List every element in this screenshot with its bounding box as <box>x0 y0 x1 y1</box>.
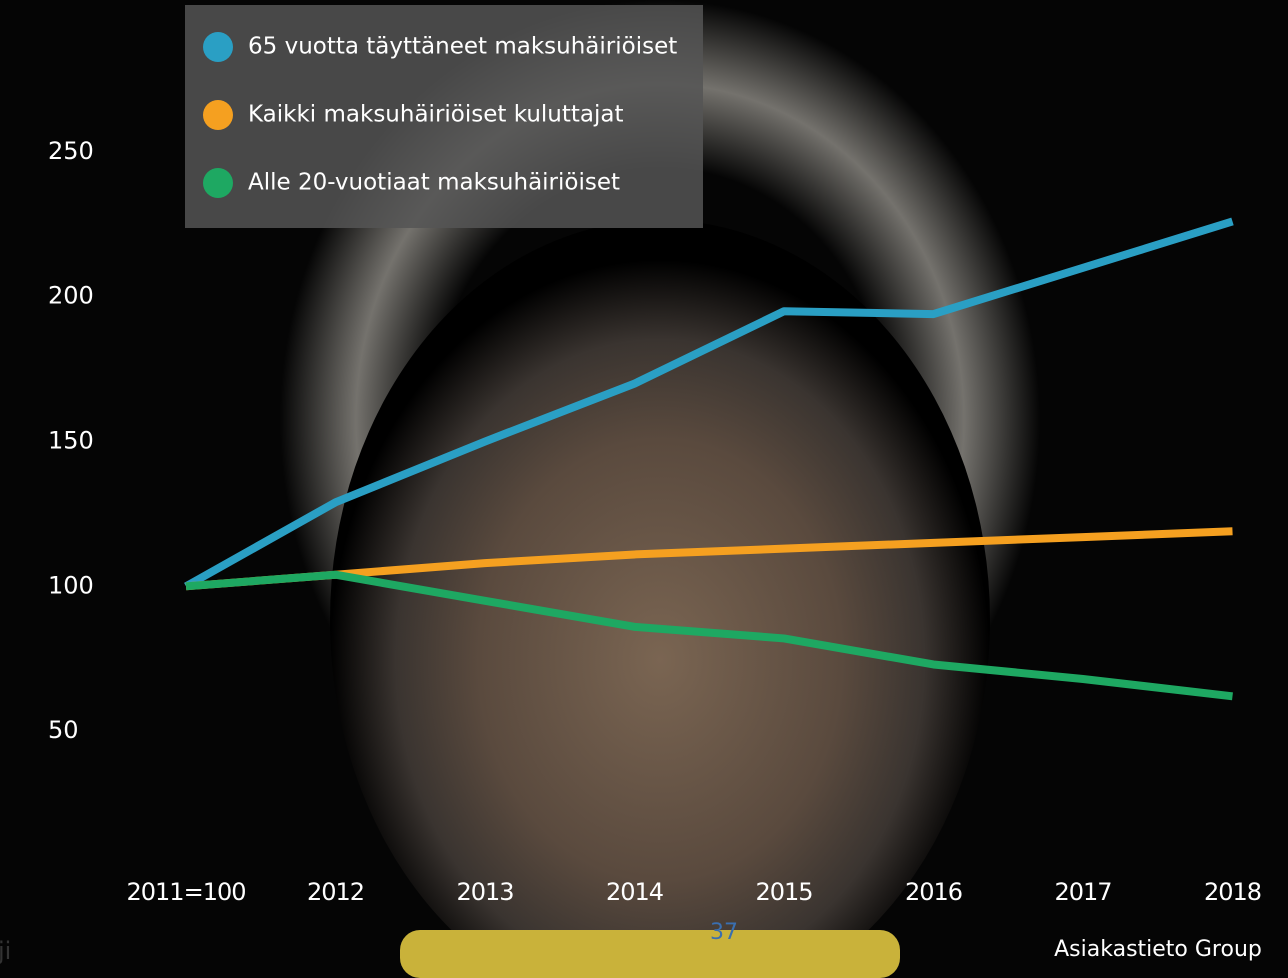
x-tick-label: 2012 <box>307 878 364 906</box>
y-tick-label: 100 <box>48 571 94 599</box>
x-tick-label: 2017 <box>1054 878 1111 906</box>
x-tick-label: 2013 <box>456 878 513 906</box>
legend-label: Kaikki maksuhäiriöiset kuluttajat <box>248 102 624 128</box>
y-tick-label: 200 <box>48 282 94 310</box>
x-tick-label: 2011=100 <box>127 878 246 906</box>
y-tick-label: 50 <box>48 716 79 744</box>
x-tick-label: 2016 <box>905 878 962 906</box>
source: Asiakastieto Group <box>1054 937 1262 962</box>
page-number: 37 <box>710 920 738 945</box>
series-line <box>185 527 1233 591</box>
legend-swatch <box>203 100 233 130</box>
legend-swatch <box>203 168 233 198</box>
legend-label: 65 vuotta täyttäneet maksuhäiriöiset <box>248 34 677 60</box>
plot: 50 100 150 200 250 2011=100 2012 2013 2014 2015 20… <box>48 32 1262 906</box>
legend-box <box>185 5 703 228</box>
series-line <box>184 217 1234 590</box>
side-text: ji <box>0 937 11 965</box>
x-tick-label: 2018 <box>1204 878 1261 906</box>
x-tick-label: 2014 <box>606 878 663 906</box>
legend-swatch <box>203 32 233 62</box>
series-line <box>185 570 1233 701</box>
legend-label: Alle 20-vuotiaat maksuhäiriöiset <box>248 170 620 196</box>
x-tick-label: 2015 <box>755 878 812 906</box>
photo-hands <box>330 220 990 978</box>
y-tick-label: 250 <box>48 137 94 165</box>
photo-sweater <box>400 930 900 978</box>
y-tick-label: 150 <box>48 427 94 455</box>
